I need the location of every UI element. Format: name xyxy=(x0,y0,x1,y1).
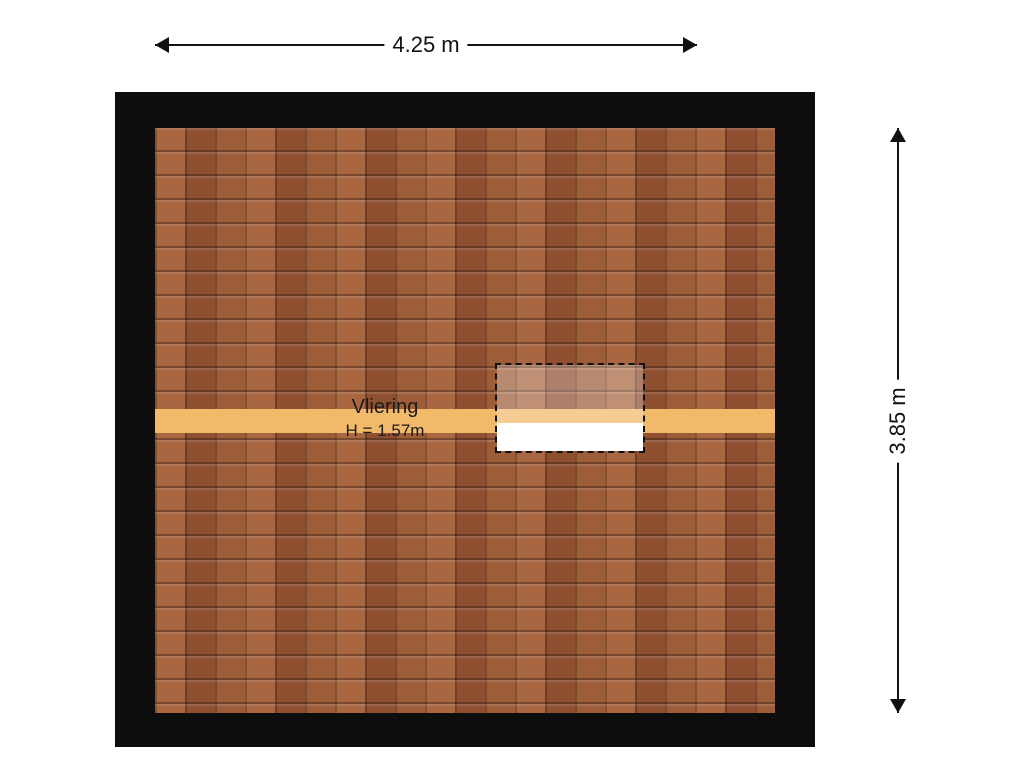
room-label: Vliering H = 1.57m xyxy=(346,396,425,441)
roof-ridge xyxy=(155,409,775,433)
room-height: H = 1.57m xyxy=(346,421,425,441)
arrow-right-icon xyxy=(683,37,697,53)
dimension-width: 4.25 m xyxy=(155,30,697,60)
arrow-up-icon xyxy=(890,128,906,142)
dimension-width-label: 4.25 m xyxy=(384,32,467,58)
arrow-down-icon xyxy=(890,699,906,713)
roof-area: Vliering H = 1.57m xyxy=(155,128,775,713)
stair-opening-upper xyxy=(497,365,643,423)
arrow-left-icon xyxy=(155,37,169,53)
dimension-height-label: 3.85 m xyxy=(885,379,911,462)
room-name: Vliering xyxy=(346,396,425,419)
dimension-height: 3.85 m xyxy=(883,128,913,713)
stair-opening xyxy=(495,363,645,453)
stair-opening-lower xyxy=(497,423,643,451)
floor-plan-stage: 4.25 m 3.85 m Vliering H = 1.57m xyxy=(0,0,1024,768)
